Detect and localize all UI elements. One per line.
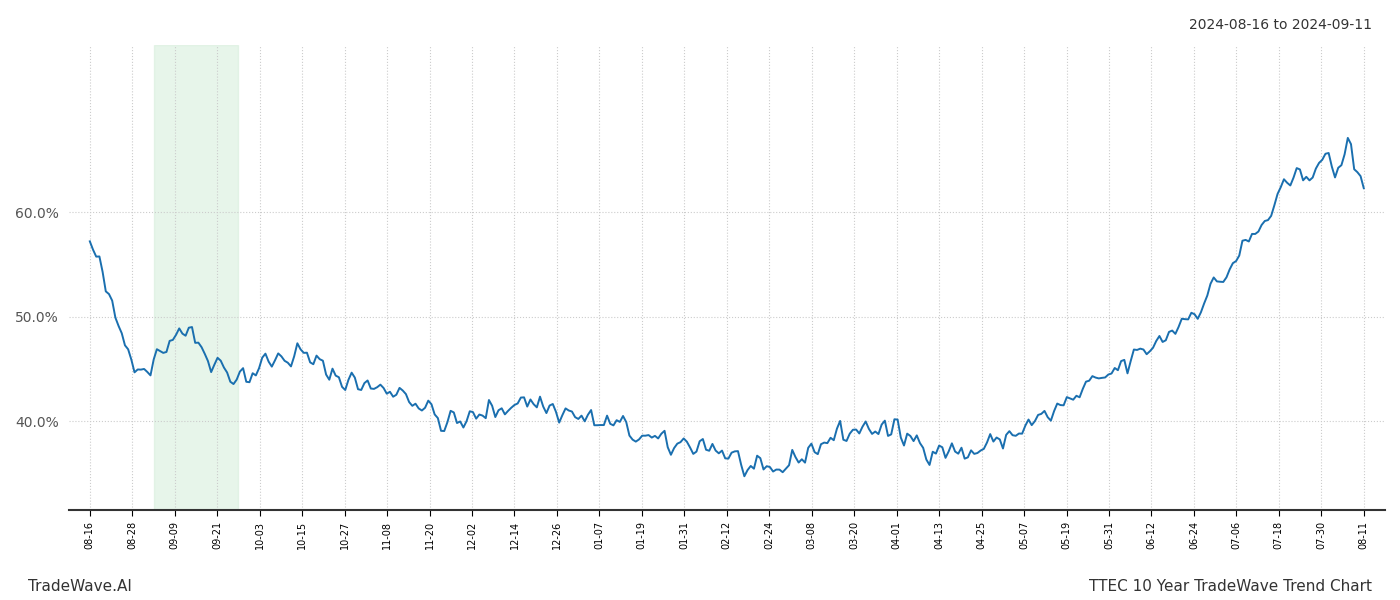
Text: TradeWave.AI: TradeWave.AI <box>28 579 132 594</box>
Text: 2024-08-16 to 2024-09-11: 2024-08-16 to 2024-09-11 <box>1189 18 1372 32</box>
Bar <box>154 45 238 511</box>
Text: TTEC 10 Year TradeWave Trend Chart: TTEC 10 Year TradeWave Trend Chart <box>1089 579 1372 594</box>
